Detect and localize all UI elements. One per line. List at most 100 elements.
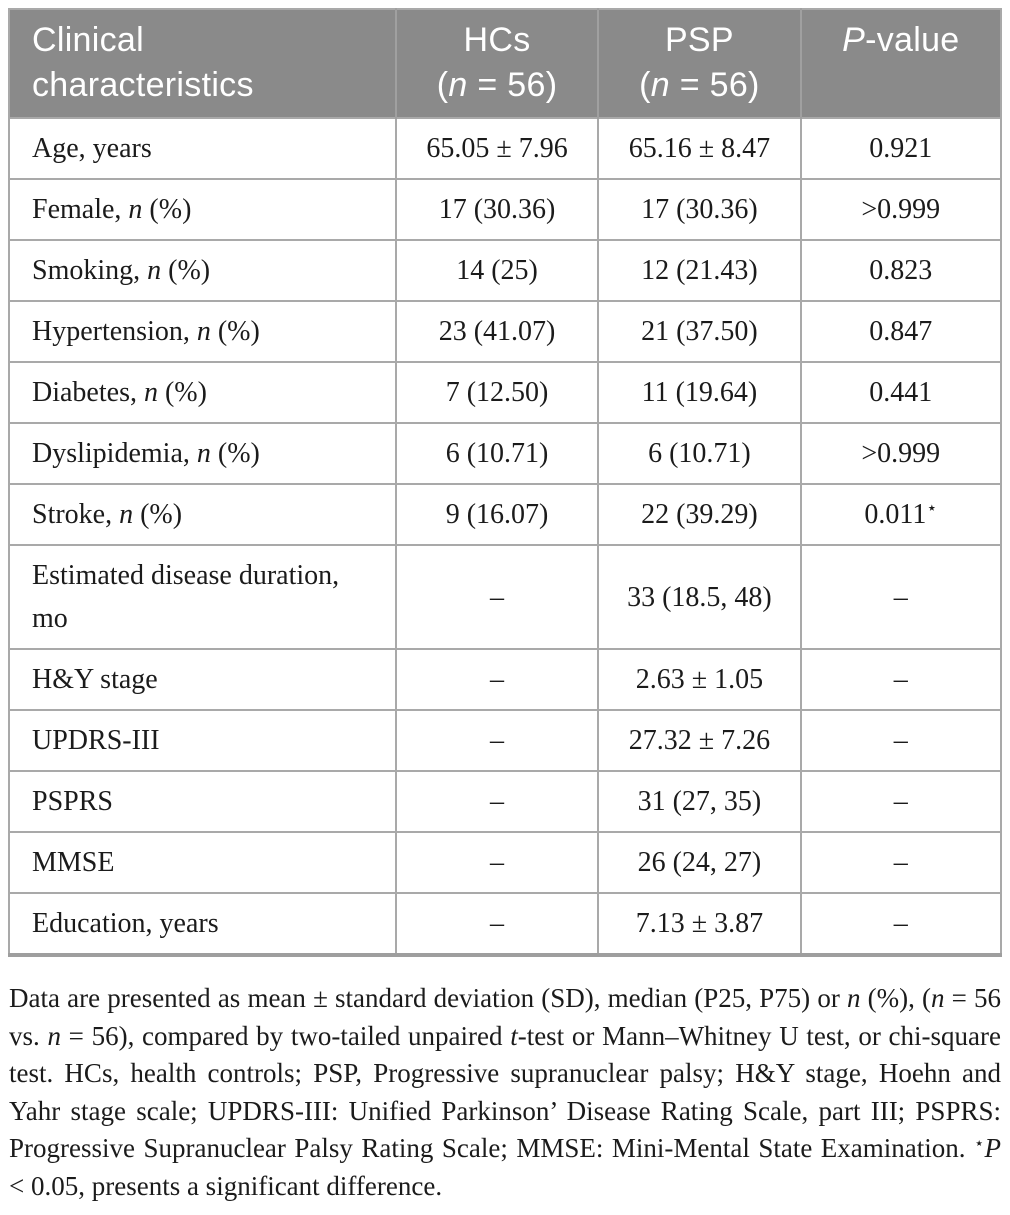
hc-value: – — [394, 544, 600, 650]
label-pre: Stroke, — [32, 499, 120, 530]
p-text: >0.999 — [861, 438, 941, 469]
psp-value: 6 (10.71) — [597, 422, 802, 485]
label-post: (%) — [133, 499, 183, 530]
label-pre: Smoking, — [32, 255, 148, 286]
label-pre: Female, — [32, 194, 129, 225]
row-label: Smoking, n (%) — [8, 239, 397, 302]
row-mmse: MMSE – 26 (24, 27) – — [8, 831, 1003, 894]
p-text: 0.847 — [869, 316, 933, 347]
hc-value: 14 (25) — [394, 239, 600, 302]
row-label: Age, years — [8, 117, 397, 180]
hc-value: – — [394, 648, 600, 711]
p-value: – — [799, 831, 1003, 894]
label-pre: UPDRS-III — [32, 725, 160, 756]
psp-value: 22 (39.29) — [597, 483, 802, 546]
p-text: 0.921 — [869, 133, 933, 164]
label-it: n — [196, 438, 211, 469]
p-value: 0.847 — [799, 300, 1003, 363]
label-it: n — [147, 255, 162, 286]
psp-value: 11 (19.64) — [597, 361, 802, 424]
footnote-italic: n — [846, 983, 861, 1013]
row-disease-duration: Estimated disease duration, mo – 33 (18.… — [8, 544, 1003, 650]
label-pre: Dyslipidemia, — [32, 438, 197, 469]
p-value: – — [799, 892, 1003, 956]
p-text: – — [893, 725, 908, 756]
hc-value: 6 (10.71) — [394, 422, 600, 485]
label-pre: H&Y stage — [32, 664, 158, 695]
psp-value: 65.16 ± 8.47 — [597, 117, 802, 180]
footnote-italic: n — [930, 983, 945, 1013]
psp-value: 21 (37.50) — [597, 300, 802, 363]
row-label: Estimated disease duration, mo — [8, 544, 397, 650]
header-line: P-value — [842, 21, 960, 59]
footnote-text: < 0.05, presents a significant differenc… — [9, 1170, 443, 1201]
footnote-text: -test or Mann–Whitney U test, or chi-squ… — [9, 1020, 1001, 1164]
p-text: – — [893, 786, 908, 817]
label-pre: Age, years — [32, 133, 152, 164]
label-post: (%) — [142, 194, 192, 225]
row-hy-stage: H&Y stage – 2.63 ± 1.05 – — [8, 648, 1003, 711]
p-text: 0.823 — [869, 255, 933, 286]
row-psprs: PSPRS – 31 (27, 35) – — [8, 770, 1003, 833]
row-education: Education, years – 7.13 ± 3.87 – — [8, 892, 1003, 956]
label-pre: PSPRS — [32, 786, 113, 817]
p-text: – — [893, 908, 908, 939]
p-value: – — [799, 709, 1003, 772]
psp-value: 27.32 ± 7.26 — [597, 709, 802, 772]
label-post: (%) — [157, 377, 207, 408]
header-p-value: P-value — [799, 9, 1001, 118]
p-text: 0.441 — [869, 377, 933, 408]
row-label: UPDRS-III — [8, 709, 397, 772]
significance-star: ⋆ — [926, 498, 938, 518]
row-label: MMSE — [8, 831, 397, 894]
footnote-text: = 56 vs. — [9, 983, 1002, 1051]
p-value: 0.921 — [799, 117, 1003, 180]
table-header-row: Clinical characteristics HCs (n = 56) PS… — [9, 9, 1001, 118]
p-value: >0.999 — [799, 422, 1003, 485]
p-text: >0.999 — [861, 194, 941, 225]
row-stroke: Stroke, n (%) 9 (16.07) 22 (39.29) 0.011… — [8, 483, 1003, 546]
row-label: H&Y stage — [8, 648, 397, 711]
p-value: 0.441 — [799, 361, 1003, 424]
hc-value: 9 (16.07) — [394, 483, 600, 546]
label-pre: MMSE — [32, 847, 115, 878]
psp-value: 31 (27, 35) — [597, 770, 802, 833]
row-hypertension: Hypertension, n (%) 23 (41.07) 21 (37.50… — [8, 300, 1003, 363]
p-text: – — [893, 847, 908, 878]
header-line: (n = 56) — [639, 66, 760, 104]
label-it: n — [119, 499, 134, 530]
label-it: n — [128, 194, 143, 225]
hc-value: 23 (41.07) — [394, 300, 600, 363]
p-value: – — [799, 544, 1003, 650]
psp-value: 2.63 ± 1.05 — [597, 648, 802, 711]
row-label: Female, n (%) — [8, 178, 397, 241]
footnote-text: (%), ( — [860, 983, 931, 1013]
footnote: Data are presented as mean ± standard de… — [9, 980, 1001, 1205]
hc-value: – — [394, 709, 600, 772]
footnote-italic: P — [984, 1133, 1002, 1163]
hc-value: 65.05 ± 7.96 — [394, 117, 600, 180]
header-line: characteristics — [32, 66, 254, 104]
label-post: (%) — [210, 438, 260, 469]
label-pre: Diabetes, — [32, 377, 144, 408]
hc-value: – — [394, 831, 600, 894]
label-pre: Estimated disease duration, mo — [32, 560, 340, 634]
row-label: Education, years — [8, 892, 397, 956]
psp-value: 12 (21.43) — [597, 239, 802, 302]
row-label: Diabetes, n (%) — [8, 361, 397, 424]
clinical-characteristics-table: Clinical characteristics HCs (n = 56) PS… — [8, 8, 1003, 957]
label-it: n — [196, 316, 211, 347]
psp-value: 33 (18.5, 48) — [597, 544, 802, 650]
label-it: n — [143, 377, 158, 408]
label-post: (%) — [161, 255, 211, 286]
row-female: Female, n (%) 17 (30.36) 17 (30.36) >0.9… — [8, 178, 1003, 241]
footnote-italic: t — [510, 1020, 518, 1051]
p-value: >0.999 — [799, 178, 1003, 241]
p-value: – — [799, 648, 1003, 711]
psp-value: 17 (30.36) — [597, 178, 802, 241]
row-label: PSPRS — [8, 770, 397, 833]
header-line: PSP — [664, 21, 734, 59]
header-line: (n = 56) — [436, 66, 558, 104]
label-pre: Education, years — [32, 908, 219, 939]
